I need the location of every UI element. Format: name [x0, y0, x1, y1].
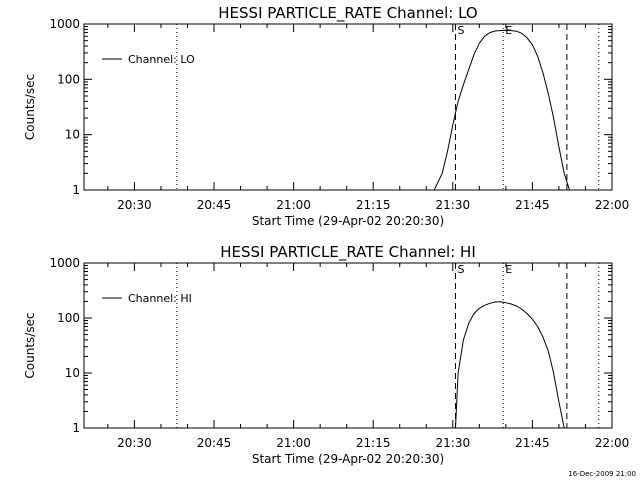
y-tick-label: 1000: [49, 17, 80, 31]
y-tick-label: 1000: [49, 256, 80, 270]
y-axis-label: Counts/sec: [23, 312, 37, 378]
x-tick-label: 21:15: [356, 436, 391, 450]
marker-label: S: [457, 24, 464, 37]
marker-label: E: [505, 263, 512, 276]
chart-title: HESSI PARTICLE_RATE Channel: LO: [218, 4, 477, 23]
x-tick-label: 21:30: [436, 198, 471, 212]
x-tick-label: 21:15: [356, 198, 391, 212]
footer-timestamp: 16-Dec-2009 21:00: [568, 470, 636, 478]
series-line: [433, 29, 570, 191]
series-line: [455, 301, 565, 429]
y-tick-label: 1: [72, 421, 80, 435]
y-axis-label: Counts/sec: [23, 74, 37, 140]
legend-label: Channel: LO: [128, 53, 195, 66]
marker-label: S: [457, 263, 464, 276]
plot-frame: [83, 262, 613, 429]
y-tick-label: 100: [57, 72, 80, 86]
x-tick-label: 21:00: [276, 198, 311, 212]
x-tick-label: 20:45: [197, 198, 232, 212]
y-tick-label: 1: [72, 183, 80, 197]
x-tick-label: 21:45: [515, 198, 550, 212]
x-tick-label: 22:00: [595, 198, 630, 212]
y-tick-label: 10: [65, 366, 80, 380]
x-tick-label: 22:00: [595, 436, 630, 450]
x-tick-label: 21:00: [276, 436, 311, 450]
x-tick-label: 20:45: [197, 436, 232, 450]
x-tick-label: 20:30: [117, 198, 152, 212]
chart-title: HESSI PARTICLE_RATE Channel: HI: [220, 243, 476, 262]
x-axis-label: Start Time (29-Apr-02 20:20:30): [252, 452, 444, 466]
x-tick-label: 21:30: [436, 436, 471, 450]
x-tick-label: 21:45: [515, 436, 550, 450]
legend-label: Channel: HI: [128, 292, 192, 305]
y-tick-label: 100: [57, 311, 80, 325]
plot-frame: [83, 23, 613, 191]
y-tick-label: 10: [65, 128, 80, 142]
x-axis-label: Start Time (29-Apr-02 20:20:30): [252, 214, 444, 228]
x-tick-label: 20:30: [117, 436, 152, 450]
